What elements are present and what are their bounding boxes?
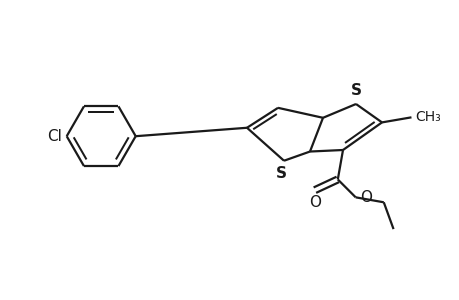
Text: S: S — [275, 166, 286, 181]
Text: S: S — [350, 83, 361, 98]
Text: Cl: Cl — [47, 129, 62, 144]
Text: O: O — [308, 195, 320, 210]
Text: CH₃: CH₃ — [414, 110, 440, 124]
Text: O: O — [359, 190, 371, 205]
